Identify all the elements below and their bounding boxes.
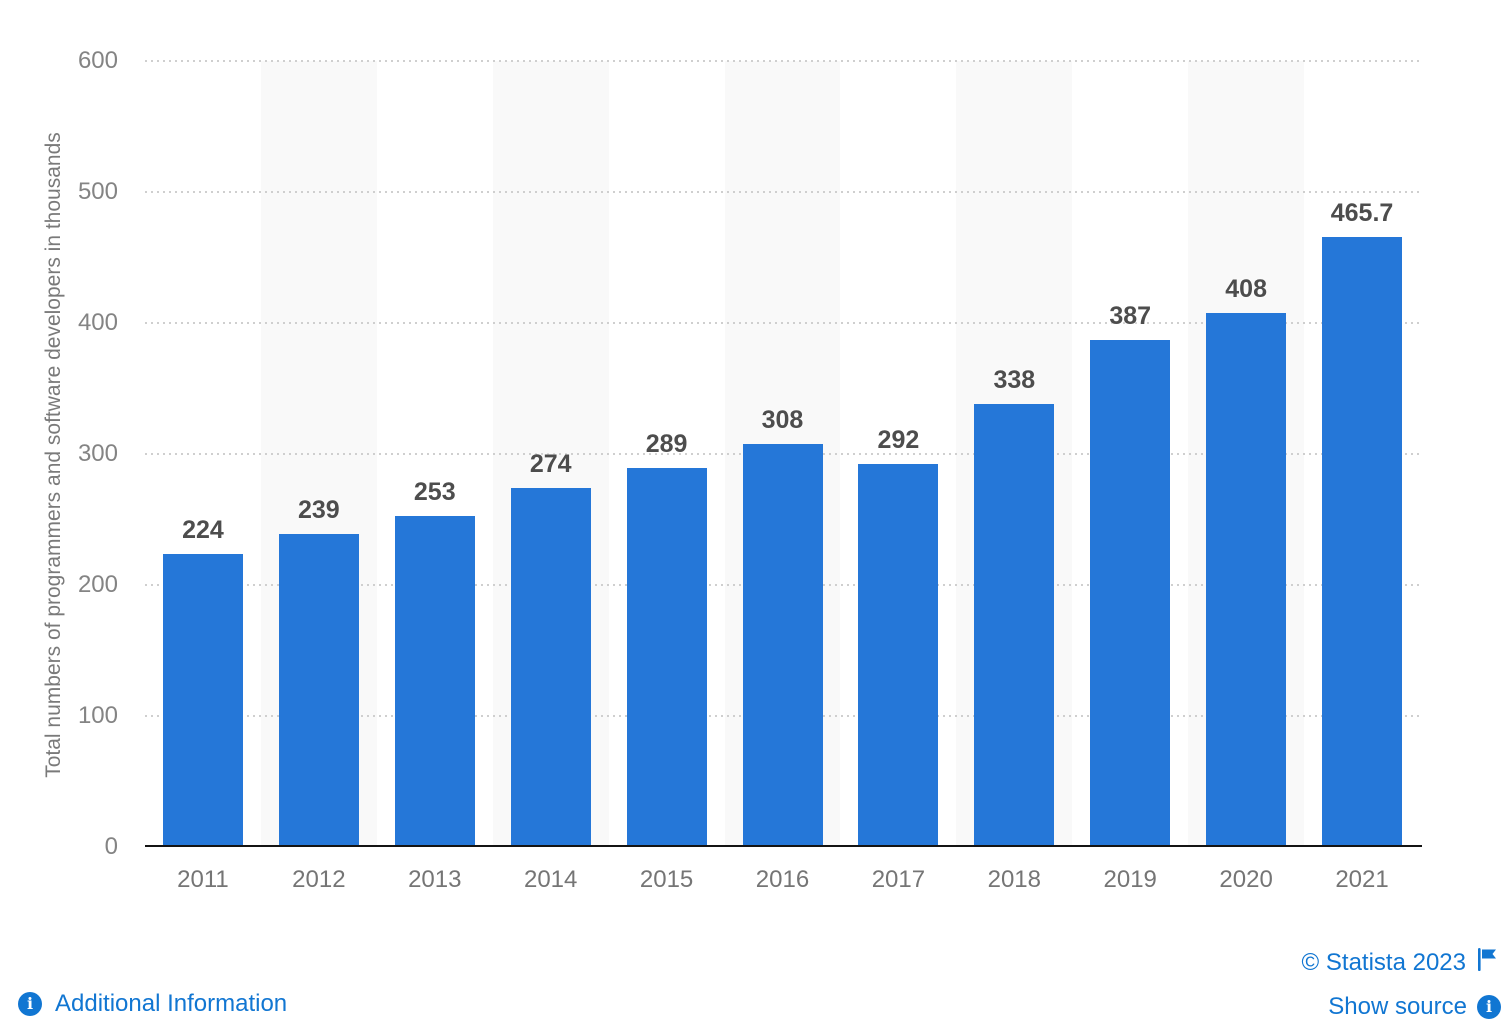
gridline [145,322,1420,324]
x-axis-label: 2021 [1335,866,1389,893]
copyright-area: © Statista 2023 [1302,948,1498,977]
value-label: 408 [1225,274,1267,303]
y-axis-tick-label: 200 [77,571,118,598]
value-label: 239 [298,495,340,524]
y-axis-tick-label: 300 [77,440,118,467]
x-axis-label: 2012 [292,866,346,893]
info-icon[interactable]: i [18,992,42,1016]
value-label: 465.7 [1330,198,1394,227]
x-axis-label: 2014 [523,866,578,893]
show-source-link[interactable]: Show source i [1328,995,1501,1019]
y-axis: 0 100 200 300 400 500 600 [0,47,118,860]
additional-information-label[interactable]: Additional Information [55,990,288,1017]
bar-2020[interactable] [1206,312,1287,847]
bar-2014[interactable] [510,488,591,847]
gridline [145,191,1420,193]
x-axis-label: 2013 [408,866,462,893]
y-axis-tick-label: 600 [77,47,118,74]
source-info-icon[interactable]: i [1477,995,1501,1019]
x-axis-label: 2015 [639,866,694,893]
bar-2012[interactable] [278,533,359,847]
x-axis-line [145,845,1422,847]
x-axis-label: 2017 [871,866,926,893]
y-axis-tick-label: 500 [77,178,118,205]
bar-2021[interactable] [1322,236,1403,847]
bar-2017[interactable] [858,464,939,847]
value-label: 338 [993,366,1036,395]
y-axis-tick-label: 100 [77,702,118,729]
y-axis-tick-label: 0 [104,833,118,860]
show-source-label[interactable]: Show source [1328,993,1467,1020]
bar-2018[interactable] [974,404,1055,847]
gridline [145,60,1420,62]
y-axis-tick-label: 400 [77,309,118,336]
value-label: 224 [182,515,224,544]
x-axis-label: 2020 [1219,866,1273,893]
plot-area: 224 2011 239 2012 253 2013 274 2014 289 2015 308 20… [145,60,1420,893]
x-axis-label: 2018 [987,866,1041,893]
bar-2013[interactable] [394,515,475,847]
value-label: 387 [1109,302,1152,331]
value-label: 253 [413,477,456,506]
additional-information-link[interactable]: i Additional Information [18,992,287,1016]
value-label: 289 [645,430,688,459]
bar-2015[interactable] [626,468,707,847]
bar-2016[interactable] [742,443,823,847]
value-label: 308 [761,405,804,434]
bar-2019[interactable] [1090,340,1171,847]
value-label: 292 [877,426,920,455]
value-label: 274 [529,450,572,479]
x-axis-label: 2019 [1103,866,1157,893]
x-axis-label: 2016 [755,866,810,893]
x-axis-label: 2011 [177,866,229,893]
bar-2011[interactable] [162,553,243,847]
flag-icon[interactable] [1477,948,1498,977]
copyright-label: © Statista 2023 [1301,948,1466,976]
